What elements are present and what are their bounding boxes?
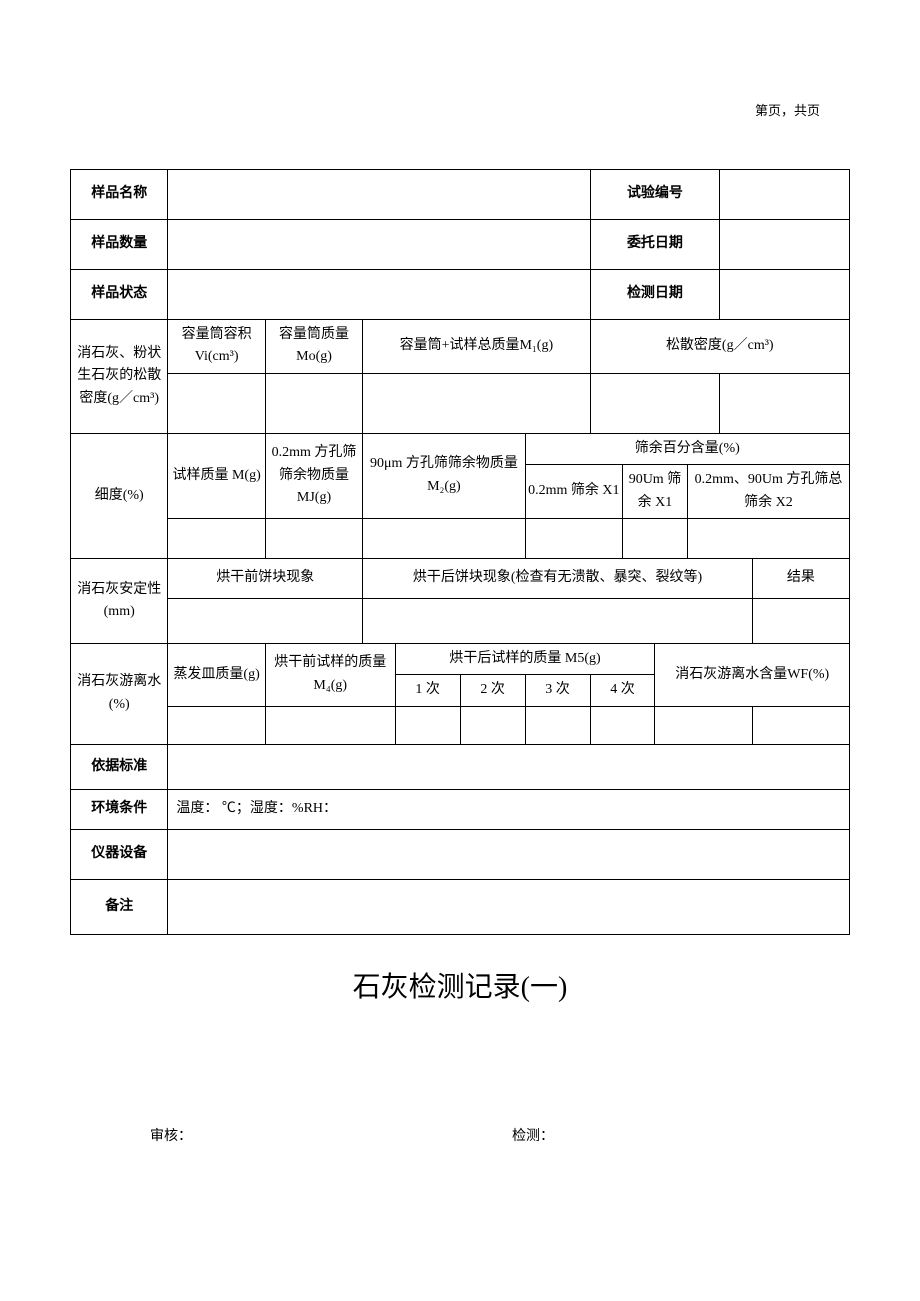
val-equipment bbox=[168, 829, 850, 879]
val-freewater-c3 bbox=[525, 706, 590, 744]
val-sample-state bbox=[168, 270, 590, 320]
label-sample-state: 样品状态 bbox=[71, 270, 168, 320]
footer: 审核： 检测： bbox=[70, 1125, 850, 1145]
label-test-date: 检测日期 bbox=[590, 270, 720, 320]
label-fineness-samplemass: 试样质量 M(g) bbox=[168, 433, 265, 518]
label-freewater-dish: 蒸发皿质量(g) bbox=[168, 643, 265, 706]
label-entrust-date: 委托日期 bbox=[590, 220, 720, 270]
label-stability-after: 烘干后饼块现象(检查有无溃散、暴突、裂纹等) bbox=[363, 558, 753, 598]
val-test-date bbox=[720, 270, 850, 320]
val-density-total bbox=[363, 373, 590, 433]
label-density-total: 容量筒+试样总质量M₁(g) bbox=[363, 320, 590, 374]
label-freewater-wf: 消石灰游离水含量WF(%) bbox=[655, 643, 850, 706]
record-table: 样品名称 试验编号 样品数量 委托日期 样品状态 检测日期 消石灰、粉状生石灰的… bbox=[70, 169, 850, 935]
label-density-mass: 容量筒质量Mo(g) bbox=[265, 320, 362, 374]
label-remark: 备注 bbox=[71, 879, 168, 934]
val-remark bbox=[168, 879, 850, 934]
val-density-vol bbox=[168, 373, 265, 433]
val-test-number bbox=[720, 170, 850, 220]
label-density-vol: 容量筒容积Vi(cm³) bbox=[168, 320, 265, 374]
val-fineness-90 bbox=[363, 518, 525, 558]
label-freewater-group: 消石灰游离水(%) bbox=[71, 643, 168, 744]
val-fineness-samplemass bbox=[168, 518, 265, 558]
label-sample-qty: 样品数量 bbox=[71, 220, 168, 270]
page-header: 第页，共页 bbox=[70, 100, 850, 119]
label-fineness-pct90: 90Um 筛余 X1 bbox=[622, 465, 687, 519]
label-freewater-c3: 3 次 bbox=[525, 675, 590, 706]
footer-reviewer: 审核： bbox=[150, 1125, 192, 1145]
val-freewater-before bbox=[265, 706, 395, 744]
val-freewater-wf2 bbox=[752, 706, 849, 744]
label-freewater-c1: 1 次 bbox=[395, 675, 460, 706]
label-stability-result: 结果 bbox=[752, 558, 849, 598]
label-stability-group: 消石灰安定性(mm) bbox=[71, 558, 168, 643]
label-test-number: 试验编号 bbox=[590, 170, 720, 220]
label-freewater-c4: 4 次 bbox=[590, 675, 655, 706]
label-fineness-90: 90μm 方孔筛筛余物质量 M₂(g) bbox=[363, 433, 525, 518]
val-environment: 温度： ℃；湿度：%RH： bbox=[168, 789, 850, 829]
val-freewater-c1 bbox=[395, 706, 460, 744]
label-fineness-pcttotal: 0.2mm、90Um 方孔筛总筛余 X2 bbox=[687, 465, 849, 519]
label-fineness-02: 0.2mm 方孔筛筛余物质量MJ(g) bbox=[265, 433, 362, 518]
val-fineness-pct90 bbox=[622, 518, 687, 558]
val-fineness-02 bbox=[265, 518, 362, 558]
label-equipment: 仪器设备 bbox=[71, 829, 168, 879]
page-title: 石灰检测记录(一) bbox=[70, 965, 850, 1005]
val-density-bulk1 bbox=[590, 373, 720, 433]
label-stability-before: 烘干前饼块现象 bbox=[168, 558, 363, 598]
label-fineness-group: 细度(%) bbox=[71, 433, 168, 558]
val-freewater-dish bbox=[168, 706, 265, 744]
val-sample-qty bbox=[168, 220, 590, 270]
label-freewater-afterheader: 烘干后试样的质量 M5(g) bbox=[395, 643, 655, 674]
val-density-mass bbox=[265, 373, 362, 433]
label-fineness-pct02: 0.2mm 筛余 X1 bbox=[525, 465, 622, 519]
val-stability-result bbox=[752, 598, 849, 643]
label-density-group: 消石灰、粉状生石灰的松散密度(g／cm³) bbox=[71, 320, 168, 434]
val-fineness-pct02 bbox=[525, 518, 622, 558]
label-environment: 环境条件 bbox=[71, 789, 168, 829]
label-sample-name: 样品名称 bbox=[71, 170, 168, 220]
val-freewater-c4 bbox=[590, 706, 655, 744]
val-density-bulk2 bbox=[720, 373, 850, 433]
val-stability-after bbox=[363, 598, 753, 643]
label-standard: 依据标准 bbox=[71, 744, 168, 789]
label-freewater-before: 烘干前试样的质量 M₄(g) bbox=[265, 643, 395, 706]
label-fineness-pctheader: 筛余百分含量(%) bbox=[525, 433, 849, 464]
label-density-bulk: 松散密度(g／cm³) bbox=[590, 320, 850, 374]
val-freewater-wf1 bbox=[655, 706, 752, 744]
val-freewater-c2 bbox=[460, 706, 525, 744]
val-entrust-date bbox=[720, 220, 850, 270]
val-standard bbox=[168, 744, 850, 789]
footer-tester: 检测： bbox=[512, 1125, 554, 1145]
val-fineness-pcttotal bbox=[687, 518, 849, 558]
label-freewater-c2: 2 次 bbox=[460, 675, 525, 706]
val-stability-before bbox=[168, 598, 363, 643]
val-sample-name bbox=[168, 170, 590, 220]
